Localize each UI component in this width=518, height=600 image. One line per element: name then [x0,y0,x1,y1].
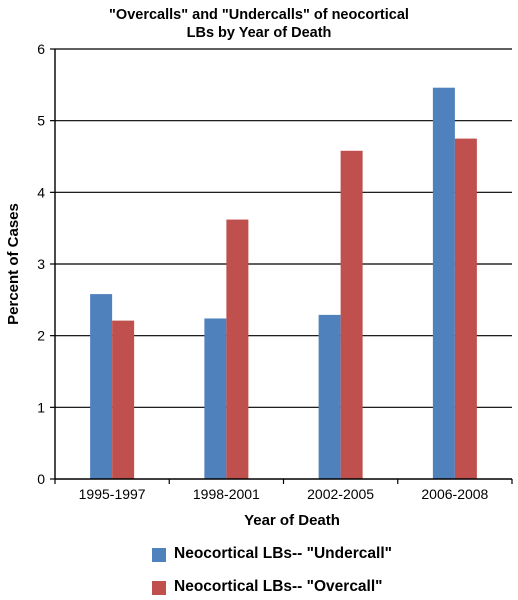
x-tick-label: 2002-2005 [307,486,374,502]
x-tick-label: 2006-2008 [421,486,488,502]
x-tick-label: 1998-2001 [193,486,260,502]
y-tick-label: 2 [37,328,45,344]
y-axis-label: Percent of Cases [5,203,22,325]
bar-series-0-1998-2001 [204,318,227,479]
chart-title-line-2: LBs by Year of Death [186,25,332,41]
legend-item-overcall: Neocortical LBs-- "Overcall" [152,578,512,600]
x-tick-label: 1995-1997 [79,486,146,502]
bar-series-1-2006-2008 [454,138,477,480]
y-tick-label: 6 [37,41,45,57]
bar-series-1-1998-2001 [226,219,249,480]
y-tick-label: 0 [37,471,45,487]
y-tick-label: 3 [37,256,45,272]
x-axis-label: Year of Death [244,512,340,529]
y-tick-label: 4 [37,184,45,200]
bar-series-0-2002-2005 [318,314,341,479]
y-tick-label: 5 [37,113,45,129]
legend-label-undercall: Neocortical LBs-- "Undercall" [174,545,392,562]
y-tick-label: 1 [37,399,45,415]
legend-item-undercall: Neocortical LBs-- "Undercall" [152,545,512,567]
bar-series-1-2002-2005 [340,150,363,479]
legend-label-overcall: Neocortical LBs-- "Overcall" [174,578,383,595]
bar-series-0-1995-1997 [90,294,113,479]
bar-series-1-1995-1997 [112,320,135,479]
bar-series-0-2006-2008 [432,87,455,479]
chart-title-line-1: "Overcalls" and "Undercalls" of neocorti… [109,7,409,23]
chart-title: "Overcalls" and "Undercalls" of neocorti… [0,6,518,42]
axes: 0 1 2 3 4 5 6 1995-1997 1998-2001 2002-2005 2006-2… [37,41,513,502]
bars [90,87,477,480]
legend-swatch-overcall [152,581,166,595]
legend-swatch-undercall [152,548,166,562]
